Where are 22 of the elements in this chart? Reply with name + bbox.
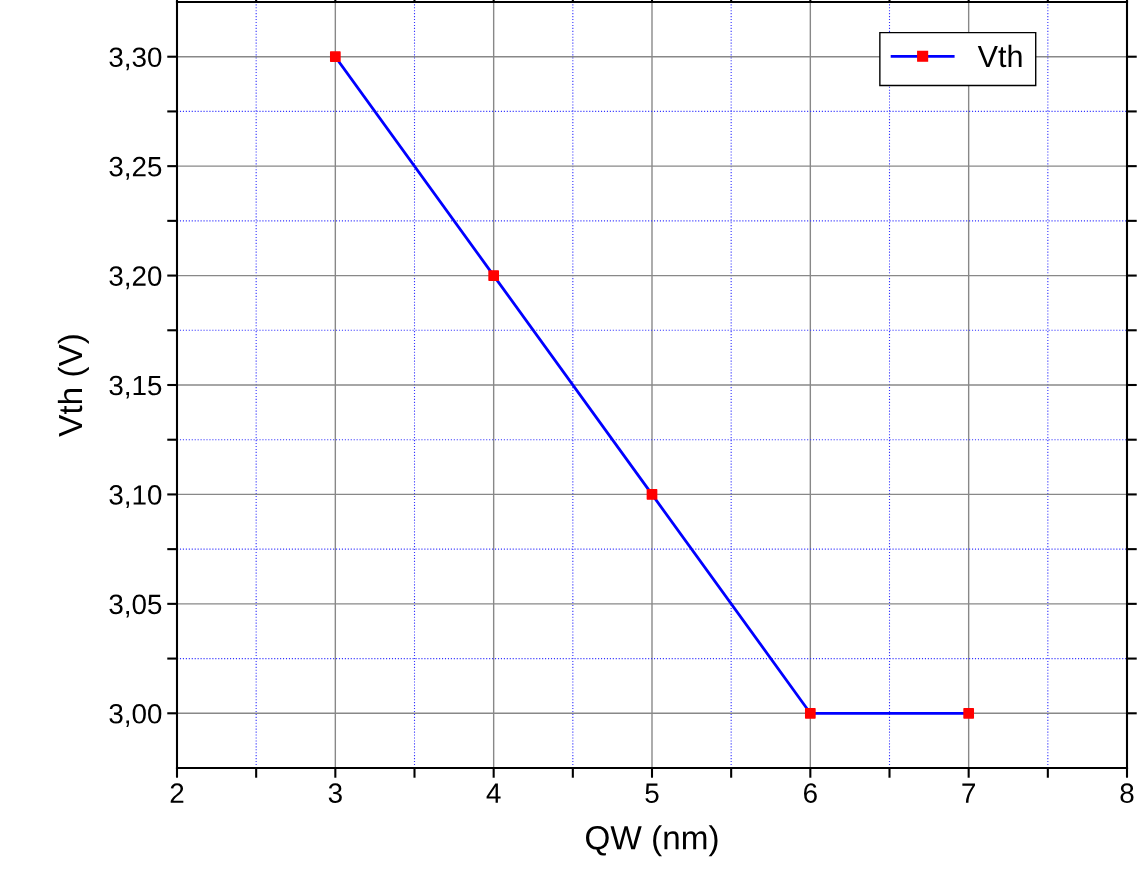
y-axis-title: Vth (V) (57, 335, 89, 437)
x-tick-label: 4 (486, 783, 501, 803)
x-tick-label: 2 (170, 783, 184, 803)
y-tick-label: 3,05 (109, 594, 162, 618)
point (804, 707, 816, 719)
y-tick-label: 3,30 (109, 47, 162, 71)
y-tick-label: 3,10 (109, 485, 162, 509)
y-tick-label: 3,20 (109, 266, 162, 290)
x-tick-label: 6 (804, 783, 817, 803)
x-axis-title: QW (nm) (586, 825, 718, 857)
x-tick-label: 5 (645, 783, 659, 803)
x-tick-label: 3 (328, 783, 342, 803)
y-tick-label: 3,00 (109, 703, 162, 727)
legend-label: Vth (977, 44, 1022, 68)
point (488, 270, 500, 281)
x-tick-label: 7 (962, 783, 975, 803)
x-tick-label: 8 (1120, 783, 1134, 803)
point (646, 489, 658, 500)
point (963, 707, 975, 719)
y-tick-label: 3,25 (109, 156, 162, 180)
point (329, 51, 341, 63)
y-tick-label: 3,15 (109, 375, 162, 399)
